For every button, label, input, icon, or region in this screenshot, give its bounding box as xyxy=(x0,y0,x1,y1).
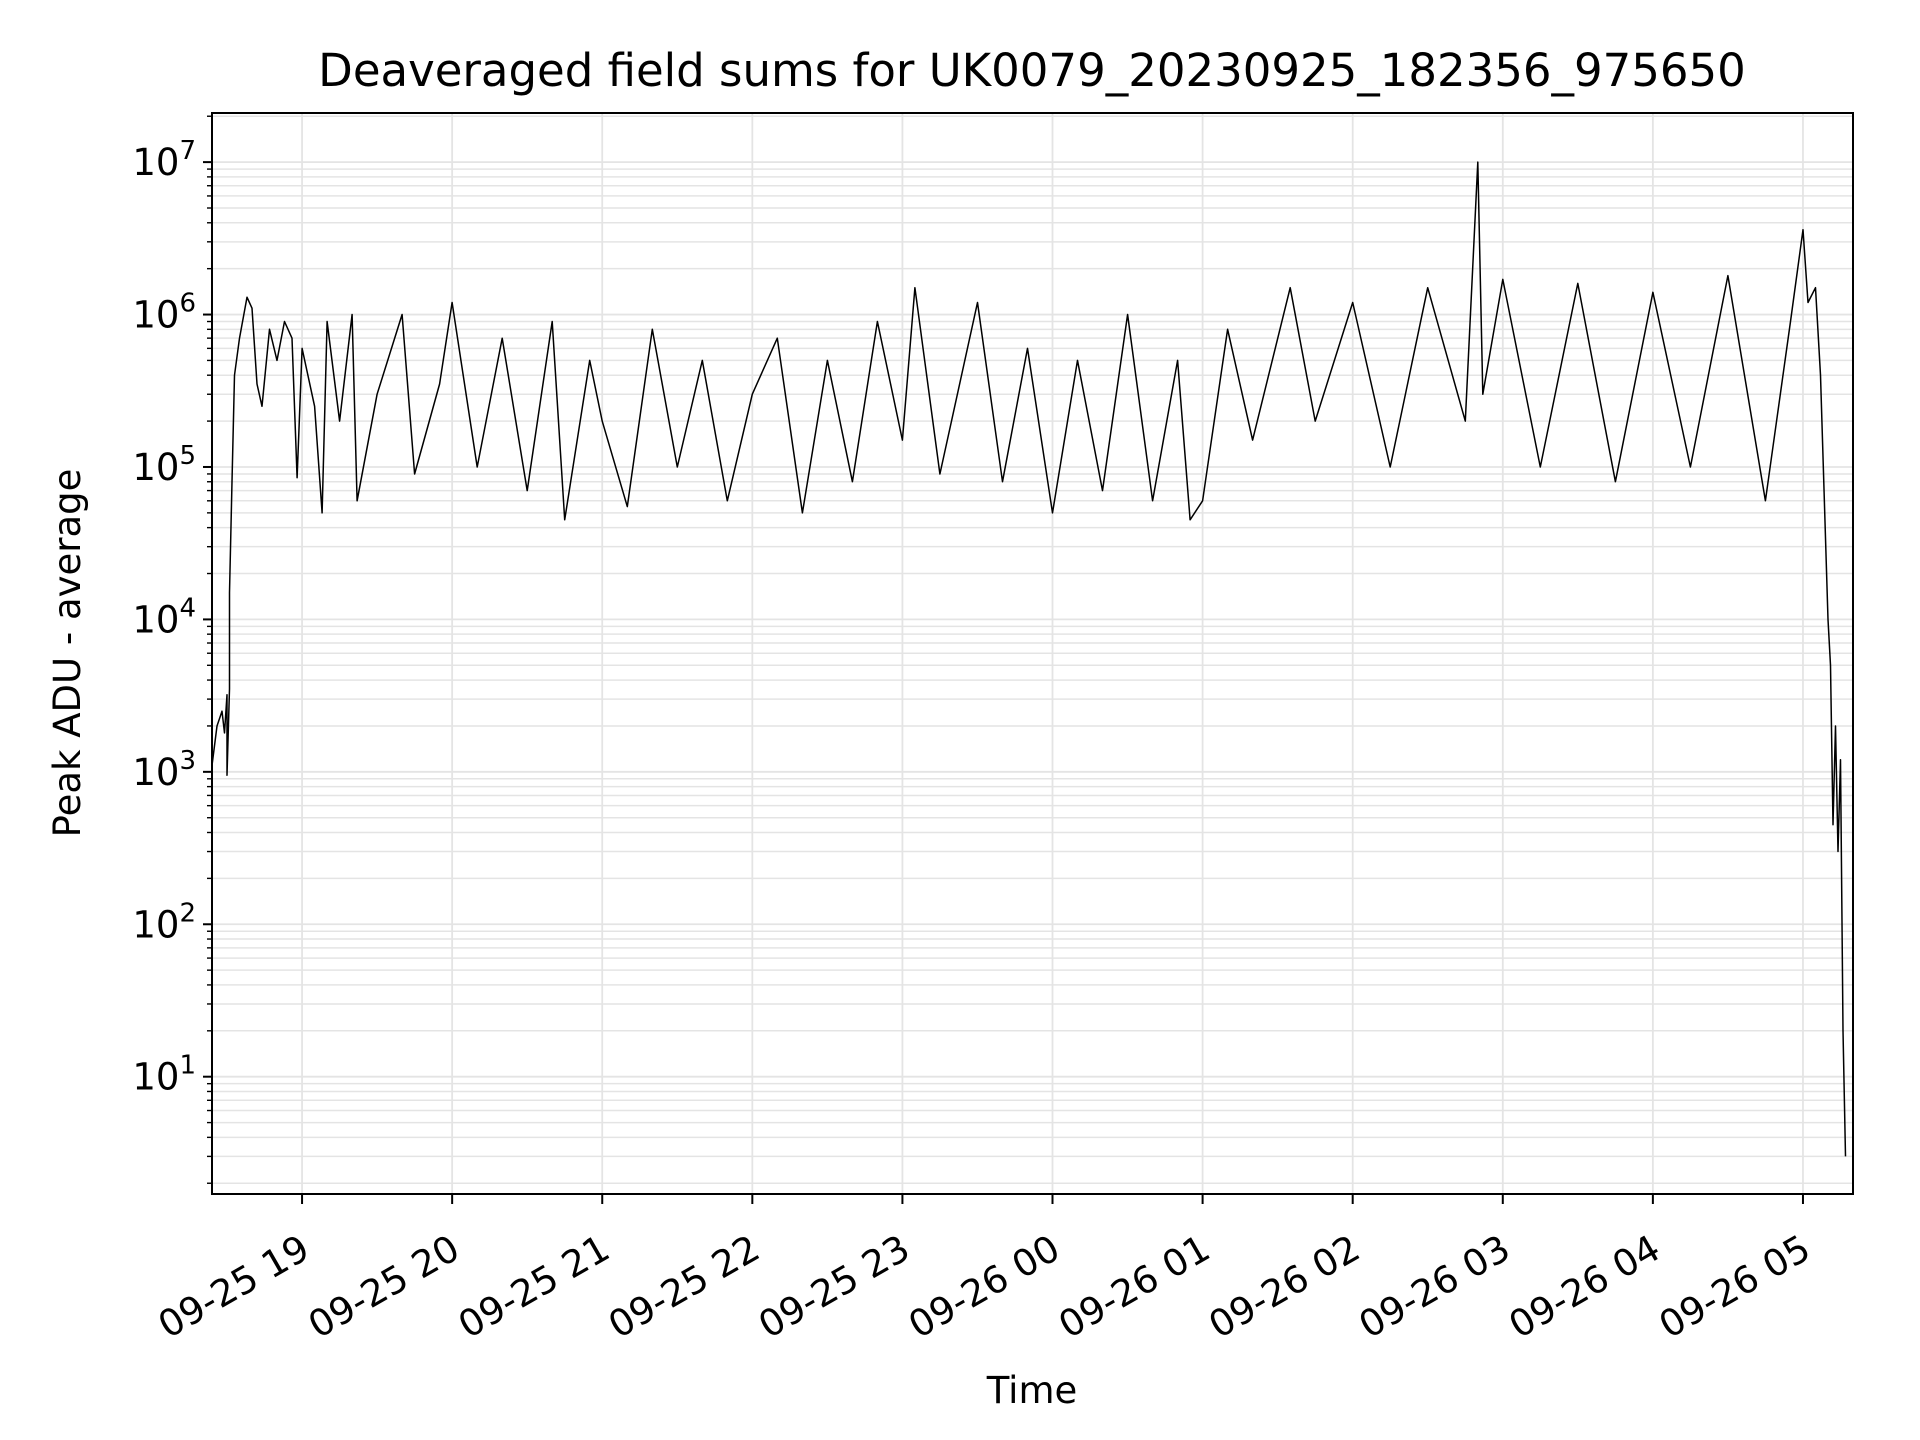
y-tick-label: 107 xyxy=(132,136,196,184)
y-tick-label: 104 xyxy=(132,593,196,641)
series-line xyxy=(211,161,1847,1157)
y-tick-label: 105 xyxy=(132,441,196,489)
y-tick-label: 102 xyxy=(132,898,196,946)
y-tick-label: 106 xyxy=(132,289,196,337)
chart-title: Deaveraged field sums for UK0079_2023092… xyxy=(318,44,1746,97)
y-tick-label: 103 xyxy=(132,746,196,794)
grid xyxy=(212,113,1853,1194)
x-axis-label: Time xyxy=(986,1369,1078,1412)
y-tick-label: 101 xyxy=(132,1051,196,1099)
plot-data xyxy=(211,161,1847,1157)
y-axis-label: Peak ADU - average xyxy=(46,469,89,838)
